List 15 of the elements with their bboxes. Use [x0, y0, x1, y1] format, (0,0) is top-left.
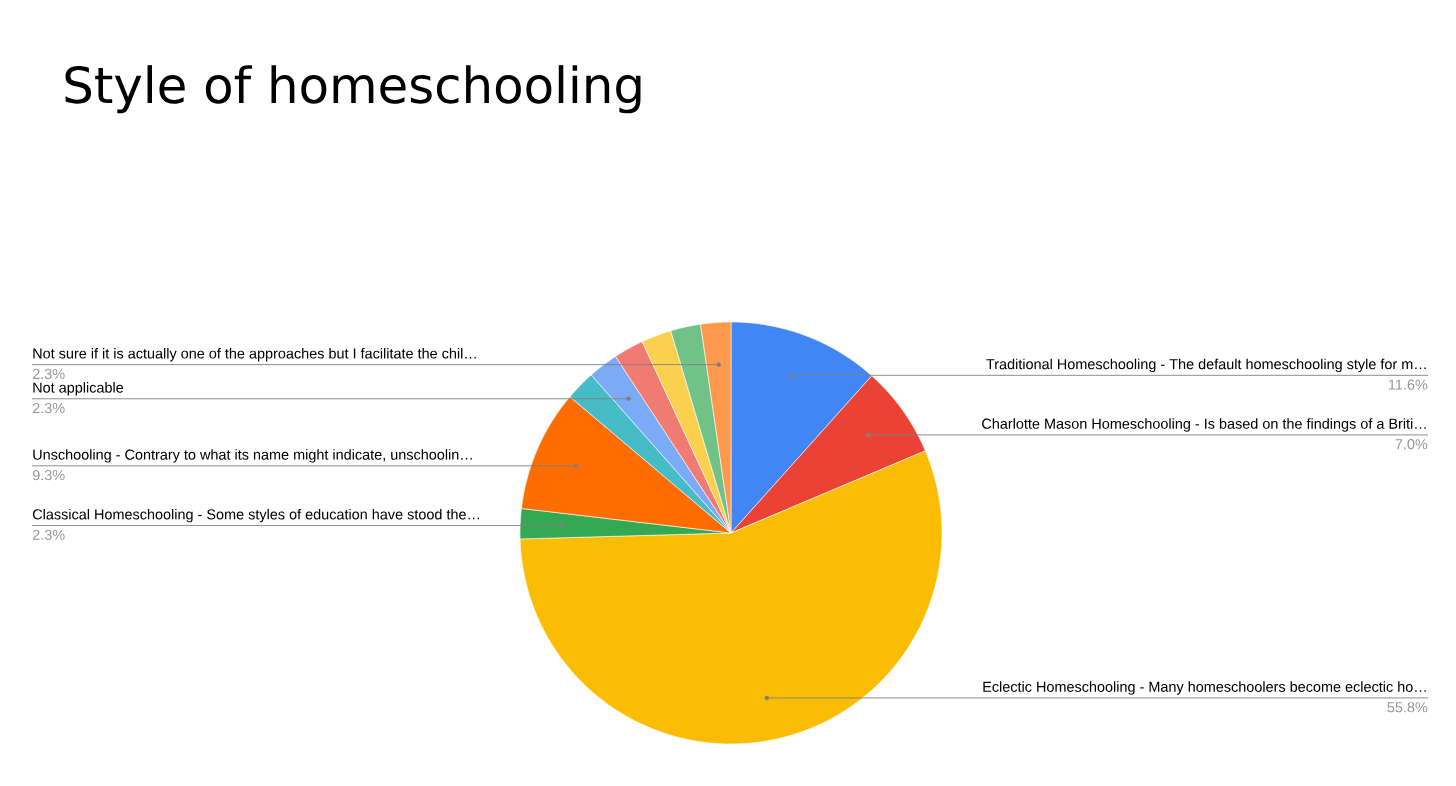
data-label: 2.3%	[32, 529, 65, 540]
slice-label: Eclectic Homeschooling - Many homeschoolers become eclectic ho…	[983, 681, 1426, 695]
data-label: 11.6%	[1389, 379, 1428, 390]
data-label: 2.3%	[32, 368, 65, 380]
data-label: 7.0%	[1395, 439, 1428, 450]
data-label: 2.3%	[32, 402, 65, 414]
data-label: 55.8%	[1387, 702, 1428, 713]
slice-label: Charlotte Mason Homeschooling - Is based on the findings of a Briti…	[982, 418, 1426, 432]
slice-label: Classical Homeschooling - Some styles of education have stood the…	[32, 508, 480, 523]
slice-label: Traditional Homeschooling - The default homeschooling style for m…	[986, 358, 1426, 373]
data-label: 9.3%	[32, 470, 65, 481]
slice-label: Unschooling - Contrary to what its name might indicate, unschoolin…	[33, 449, 472, 463]
slice-label: Not sure if it is actually one of the approaches but I facilitate the chil…	[33, 347, 476, 362]
chart-title: Style of homeschooling	[65, 65, 641, 114]
slice-label: Not applicable	[33, 382, 124, 396]
